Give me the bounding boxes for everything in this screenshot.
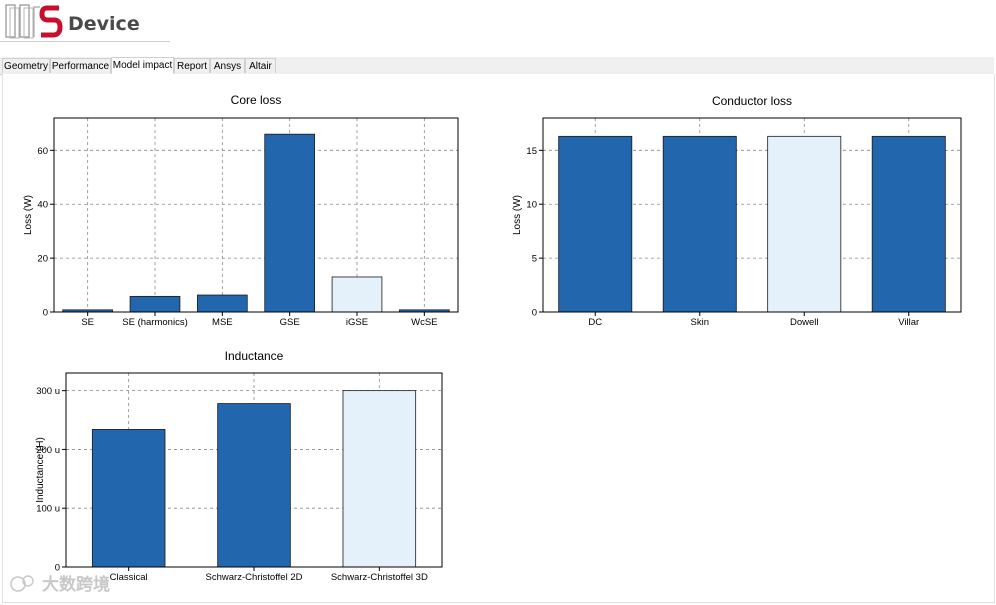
conductor-loss-xtick-label: Skin — [691, 317, 709, 328]
core-loss-title: Core loss — [231, 93, 282, 107]
core-loss-bar — [129, 295, 181, 313]
conductor-loss-xtick-label: Dowell — [790, 317, 819, 328]
tab-altair[interactable]: Altair — [245, 58, 276, 73]
tab-bar: Geometry Performance Model impact Report… — [0, 57, 994, 75]
core-loss-ytick-label: 40 — [37, 200, 48, 211]
core-loss-xtick-label: MSE — [212, 317, 233, 328]
core-loss-ytick-label: 0 — [43, 308, 48, 319]
core-loss-xtick-label: iGSE — [346, 317, 368, 328]
inductance-bar — [91, 429, 166, 568]
inductance-ylabel: Inductance (H) — [35, 437, 46, 503]
core-loss-bar — [331, 276, 383, 313]
inductance-xtick-label: Classical — [110, 572, 148, 583]
tab-model-impact[interactable]: Model impact — [111, 57, 174, 74]
tab-geometry[interactable]: Geometry — [2, 58, 50, 73]
inductance-ytick-label: 300 u — [36, 386, 60, 397]
inductance-xtick-label: Schwarz-Christoffel 2D — [206, 572, 303, 583]
core-loss-xtick-label: SE (harmonics) — [122, 317, 187, 328]
conductor-loss-ytick-label: 10 — [526, 200, 537, 211]
conductor-loss-bar — [662, 135, 737, 313]
inductance-ytick-label: 200 u — [36, 445, 60, 456]
tab-performance[interactable]: Performance — [50, 58, 111, 73]
core-loss-ytick-label: 60 — [37, 146, 48, 157]
conductor-loss-ytick-label: 5 — [532, 254, 537, 265]
tab-ansys[interactable]: Ansys — [210, 58, 245, 73]
conductor-loss-plot-frame — [542, 117, 962, 313]
inductance-xtick-label: Schwarz-Christoffel 3D — [331, 572, 428, 583]
conductor-loss-bar — [558, 135, 633, 313]
core-loss-bar — [197, 294, 248, 313]
tab-report[interactable]: Report — [174, 58, 210, 73]
inductance-bar — [217, 403, 291, 568]
core-loss-bar — [264, 133, 315, 313]
header-divider — [0, 41, 170, 42]
core-loss-xtick-label: WcSE — [411, 317, 437, 328]
app-logo — [5, 4, 63, 39]
conductor-loss-ytick-label: 15 — [526, 146, 537, 157]
conductor-loss-title: Conductor loss — [712, 94, 792, 108]
app-title: Device — [68, 13, 140, 35]
inductance-ytick-label: 100 u — [36, 504, 60, 515]
conductor-loss-xtick-label: DC — [588, 317, 602, 328]
conductor-loss-ytick-label: 0 — [532, 308, 537, 319]
conductor-loss-bar — [767, 135, 842, 313]
inductance-bar — [342, 390, 417, 568]
core-loss-ytick-label: 20 — [37, 254, 48, 265]
app-header: Device — [0, 0, 996, 44]
inductance-title: Inductance — [225, 349, 284, 363]
conductor-loss-bar — [871, 135, 946, 313]
core-loss-xtick-label: SE — [81, 317, 94, 328]
core-loss-xtick-label: GSE — [280, 317, 300, 328]
conductor-loss-ylabel: Loss (W) — [512, 195, 523, 235]
conductor-loss-xtick-label: Villar — [898, 317, 919, 328]
core-loss-ylabel: Loss (W) — [23, 195, 34, 235]
inductance-ytick-label: 0 — [55, 563, 60, 574]
core-loss-plot-frame — [53, 117, 459, 313]
watermark-logo: 大数跨境 — [10, 574, 110, 594]
watermark-text: 大数跨境 — [42, 574, 110, 594]
